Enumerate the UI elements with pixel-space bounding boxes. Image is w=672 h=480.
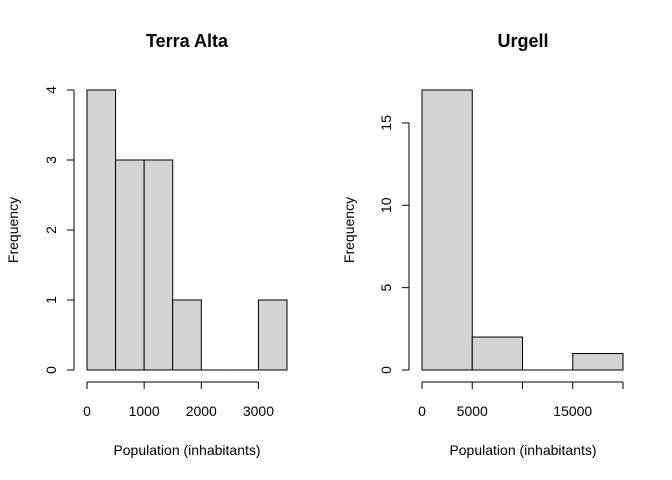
x-tick-label: 3000	[243, 403, 274, 419]
histogram-bar	[86, 89, 117, 371]
x-tick-label: 0	[418, 403, 426, 419]
y-tick-label: 15	[378, 115, 394, 131]
y-tick-label: 4	[43, 86, 59, 94]
x-tick-label: 0	[83, 403, 91, 419]
bars	[421, 89, 624, 371]
y-tick-label: 0	[43, 366, 59, 374]
x-tick-label: 2000	[186, 403, 217, 419]
histogram-bar	[471, 336, 523, 371]
y-tick-label: 0	[378, 366, 394, 374]
x-tick-label: 15000	[553, 403, 592, 419]
bars	[86, 89, 288, 371]
chart-title: Terra Alta	[146, 31, 229, 51]
chart-title: Urgell	[497, 31, 548, 51]
y-tick-label: 10	[378, 197, 394, 213]
y-axis-label: Frequency	[341, 197, 357, 263]
y-axis: 0 5 10 15	[378, 115, 410, 374]
histogram-bar	[257, 299, 288, 371]
y-axis-label: Frequency	[5, 197, 21, 263]
y-tick-label: 1	[43, 296, 59, 304]
histogram-bar	[172, 299, 202, 371]
y-axis: 0 1 2 3 4	[43, 86, 75, 374]
panel-urgell: Urgell Population (inhabitants) Frequenc…	[341, 31, 624, 458]
y-tick-label: 5	[378, 284, 394, 292]
histogram-bar	[572, 353, 624, 371]
x-axis-label: Population (inhabitants)	[449, 442, 596, 458]
x-axis-label: Population (inhabitants)	[113, 442, 260, 458]
x-axis: 0 1000 2000 3000	[83, 381, 274, 419]
histogram-bar	[421, 89, 473, 371]
x-tick-label: 1000	[129, 403, 160, 419]
histogram-bar	[115, 159, 145, 371]
y-tick-label: 3	[43, 156, 59, 164]
y-tick-label: 2	[43, 226, 59, 234]
x-axis: 0 5000 15000	[418, 381, 624, 419]
x-tick-label: 5000	[457, 403, 488, 419]
panel-terra-alta: Terra Alta Population (inhabitants) Freq…	[5, 31, 288, 458]
histogram-bar	[143, 159, 174, 371]
